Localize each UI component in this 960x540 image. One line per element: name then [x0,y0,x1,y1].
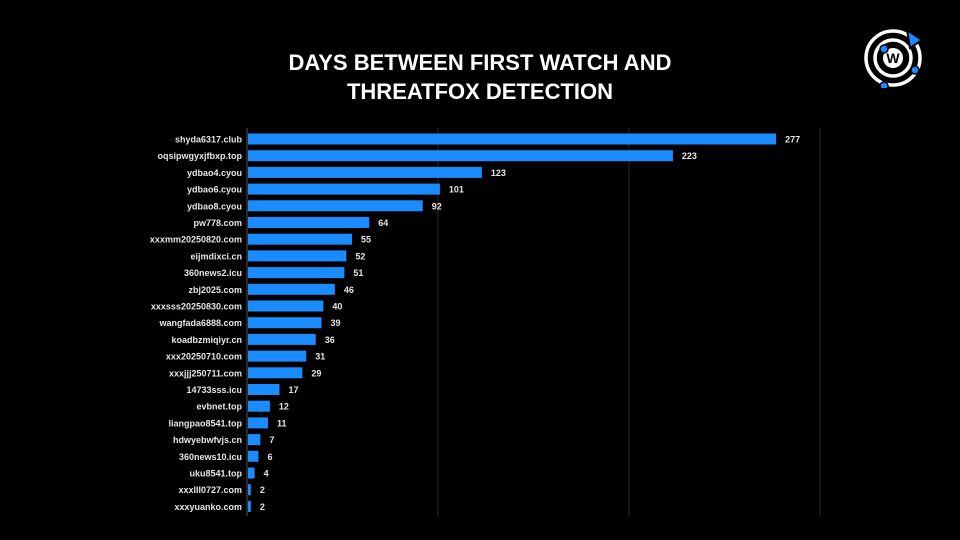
bar [248,250,347,262]
data-label: 36 [325,335,335,345]
bar [248,317,322,329]
data-label: 46 [344,285,354,295]
title-line-2: THREATFOX DETECTION [346,79,614,104]
data-label: 223 [682,151,697,161]
bar [248,300,324,312]
bar [248,400,270,412]
data-label: 51 [353,268,363,278]
bar [248,384,280,395]
data-label: 31 [315,352,325,362]
category-label: koadbzmiqiyr.cn [171,335,242,345]
category-label: ydbao6.cyou [187,185,242,195]
data-label: 2 [260,485,265,495]
bar [248,133,777,145]
logo-icon: W [864,27,924,88]
bar [248,333,316,345]
category-label: zbj2025.com [188,285,242,295]
data-label: 7 [269,435,274,445]
category-label: hdwyebwfvjs.cn [173,435,242,445]
data-label: 277 [785,135,800,145]
category-label: ydbao4.cyou [187,168,242,178]
bar [248,467,255,479]
bar [248,500,251,512]
bar [248,450,259,462]
category-label: xxxmm20250820.com [150,235,242,245]
category-label: 360news10.icu [179,452,242,462]
bar [248,166,482,178]
category-label: eijmdixci.cn [190,251,242,261]
bar [248,267,345,279]
chart-title: DAYS BETWEEN FIRST WATCH AND THREATFOX D… [0,48,960,106]
data-label: 17 [288,385,298,395]
bar [248,283,335,295]
logo-letter: W [886,50,900,66]
data-label: 52 [355,251,365,261]
data-label: 12 [279,402,289,412]
category-label: wangfada6888.com [158,318,242,328]
data-label: 40 [332,302,342,312]
category-label: xxxlll0727.com [178,485,242,495]
data-label: 64 [378,218,388,228]
data-label: 11 [277,418,287,428]
category-label: evbnet.top [196,402,242,412]
data-label: 6 [267,452,272,462]
category-label: xxx20250710.com [166,352,242,362]
category-label: 360news2.icu [184,268,242,278]
category-label: xxxjjj250711.com [169,368,242,378]
bar [248,350,307,362]
data-label: 55 [361,235,371,245]
category-label: oqsipwgyxjfbxp.top [158,151,243,161]
data-label: 29 [311,368,321,378]
data-label: 101 [449,185,464,195]
bar [248,150,673,162]
category-label: xxxsss20250830.com [151,302,242,312]
category-label: xxxyuanko.com [174,502,242,512]
data-label: 2 [260,502,265,512]
data-label: 123 [491,168,506,178]
category-label: ydbao8.cyou [187,201,242,211]
bar [248,183,440,195]
title-line-1: DAYS BETWEEN FIRST WATCH AND [288,50,672,75]
bar [248,200,423,212]
category-label: pw778.com [193,218,242,228]
data-label: 39 [330,318,340,328]
bar [248,417,269,429]
data-label: 92 [432,201,442,211]
category-label: uku8541.top [189,469,242,479]
bar [248,484,251,496]
bar [248,233,353,245]
bar [248,434,261,446]
category-label: liangpao8541.top [168,418,242,428]
category-label: shyda6317.club [175,135,243,145]
data-label: 4 [264,469,269,479]
bar [248,217,370,228]
category-label: 14733sss.icu [186,385,242,395]
bar [248,367,303,379]
